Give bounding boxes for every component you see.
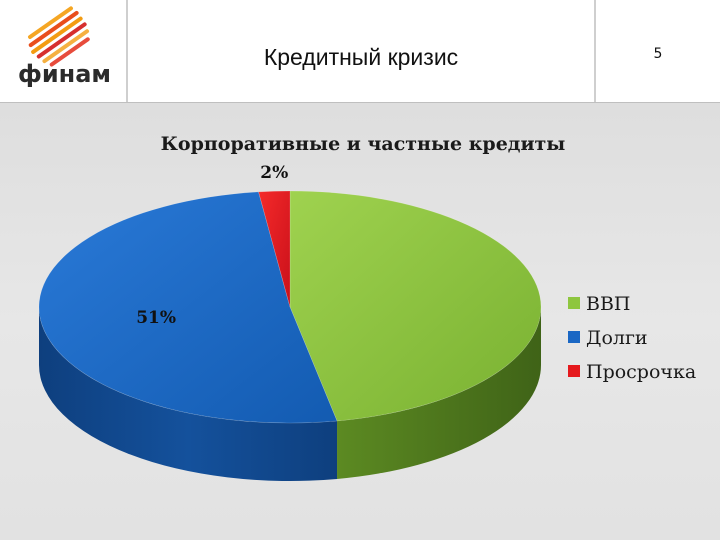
slide-title: Кредитный кризис [263, 44, 459, 70]
pie-slice-ввп [289, 190, 542, 422]
header-underline [0, 102, 720, 103]
legend-swatch-просрочка [568, 365, 580, 377]
pie-side-долги [39, 307, 338, 482]
legend-swatch-ввп [568, 297, 580, 309]
chart-area: Корпоративные и частные кредиты 51% 2% ВВ… [0, 103, 720, 540]
finam-logo-mark [28, 6, 90, 67]
data-label-долги: 51% [136, 308, 176, 328]
header-divider-right [594, 0, 596, 102]
pie-slice-долги [38, 191, 338, 424]
slide-number: 5 [653, 46, 663, 62]
pie-chart: Корпоративные и частные кредиты 51% 2% ВВ… [38, 133, 696, 482]
logo-text: финам [18, 60, 112, 88]
legend-label-долги: Долги [586, 327, 648, 349]
legend-label-просрочка: Просрочка [586, 361, 696, 383]
header-divider-left [126, 0, 128, 102]
chart-title: Корпоративные и частные кредиты [161, 133, 566, 155]
pie-side-ввп [337, 307, 541, 479]
pie-slice-просрочка [258, 190, 291, 308]
slide-header: финам Кредитный кризис 5 [0, 0, 720, 102]
finam-logo: финам [0, 0, 126, 102]
legend-swatch-долги [568, 331, 580, 343]
legend-label-ввп: ВВП [586, 293, 631, 315]
data-label-просрочка: 2% [260, 163, 288, 183]
